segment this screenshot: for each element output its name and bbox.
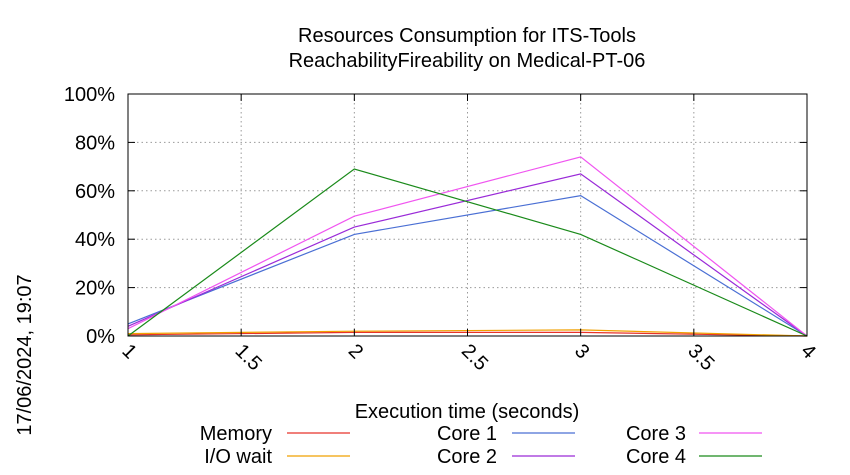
timestamp-label: 17/06/2024, 19:07 (14, 274, 36, 435)
legend-label: Memory (200, 423, 272, 445)
chart-title: Resources Consumption for ITS-Tools (298, 25, 636, 47)
y-axis: 0% 20% 40% 60% 80% 100% (64, 84, 807, 348)
y-tick-label: 20% (75, 278, 115, 300)
x-axis-label: Execution time (seconds) (355, 401, 580, 423)
y-tick-label: 60% (75, 181, 115, 203)
x-tick-label: 1 (117, 340, 140, 363)
y-tick-label: 0% (86, 326, 115, 348)
legend-label: Core 3 (626, 423, 686, 445)
y-tick-label: 100% (64, 84, 115, 106)
x-tick-label: 2.5 (457, 340, 492, 375)
legend-label: Core 4 (626, 446, 686, 468)
chart-subtitle: ReachabilityFireability on Medical-PT-06 (289, 50, 646, 72)
legend-label: Core 2 (437, 446, 497, 468)
series-line-core-4 (127, 168, 808, 337)
grid-lines (128, 94, 807, 336)
y-tick-label: 40% (75, 229, 115, 251)
legend-label: I/O wait (204, 446, 272, 468)
x-tick-label: 3.5 (683, 340, 718, 375)
series-line-core-1 (127, 194, 808, 337)
series-line-core-3 (127, 156, 808, 337)
x-tick-label: 2 (344, 340, 367, 363)
x-tick-label: 1.5 (231, 340, 266, 375)
series-line-core-2 (127, 173, 808, 337)
series-lines (127, 156, 808, 337)
legend-label: Core 1 (437, 423, 497, 445)
x-tick-label: 4 (796, 340, 819, 363)
y-tick-label: 80% (75, 132, 115, 154)
x-tick-label: 3 (570, 340, 593, 363)
